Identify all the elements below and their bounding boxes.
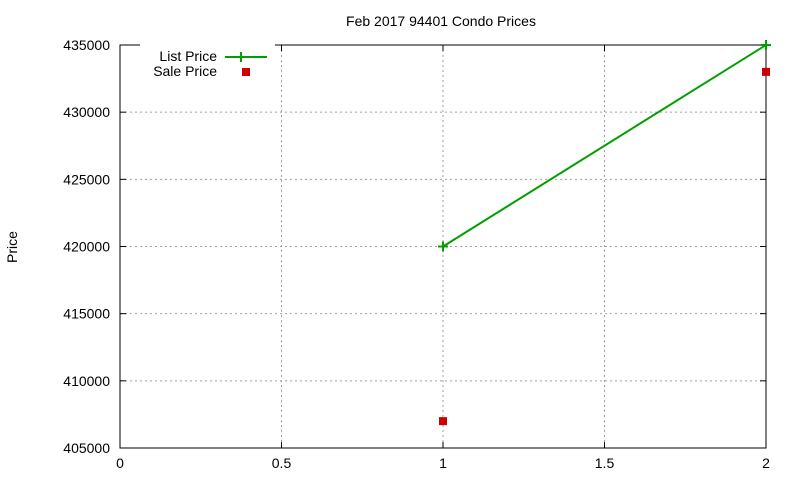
- legend-label-list-price: List Price: [159, 48, 217, 64]
- plus-marker-icon: [438, 241, 448, 252]
- x-tick-label: 2: [762, 455, 770, 471]
- plus-marker-icon: [761, 40, 771, 50]
- series-line: [442, 44, 767, 248]
- x-axis-ticks: 0 0.5 1 1.5 2: [116, 45, 770, 471]
- square-marker-icon: [762, 67, 770, 76]
- legend-label-sale-price: Sale Price: [153, 63, 217, 79]
- y-axis-label: Price: [4, 231, 20, 263]
- y-tick-label: 410000: [63, 373, 110, 389]
- y-axis-ticks: 405000 410000 415000 420000 425000 430000 4350…: [63, 37, 766, 456]
- data-series: [438, 40, 771, 426]
- x-tick-label: 1.5: [595, 455, 615, 471]
- y-tick-label: 405000: [63, 440, 110, 456]
- legend: List Price Sale Price: [140, 44, 275, 80]
- y-tick-label: 435000: [63, 37, 110, 53]
- y-tick-label: 430000: [63, 104, 110, 120]
- x-tick-label: 1: [439, 455, 447, 471]
- plus-marker-icon: [236, 52, 246, 62]
- y-tick-label: 420000: [63, 239, 110, 255]
- chart-title: Feb 2017 94401 Condo Prices: [346, 13, 536, 29]
- x-tick-label: 0.5: [272, 455, 292, 471]
- x-tick-label: 0: [116, 455, 124, 471]
- square-marker-icon: [439, 417, 447, 426]
- square-marker-icon: [242, 68, 250, 76]
- y-tick-label: 425000: [63, 171, 110, 187]
- y-tick-label: 415000: [63, 306, 110, 322]
